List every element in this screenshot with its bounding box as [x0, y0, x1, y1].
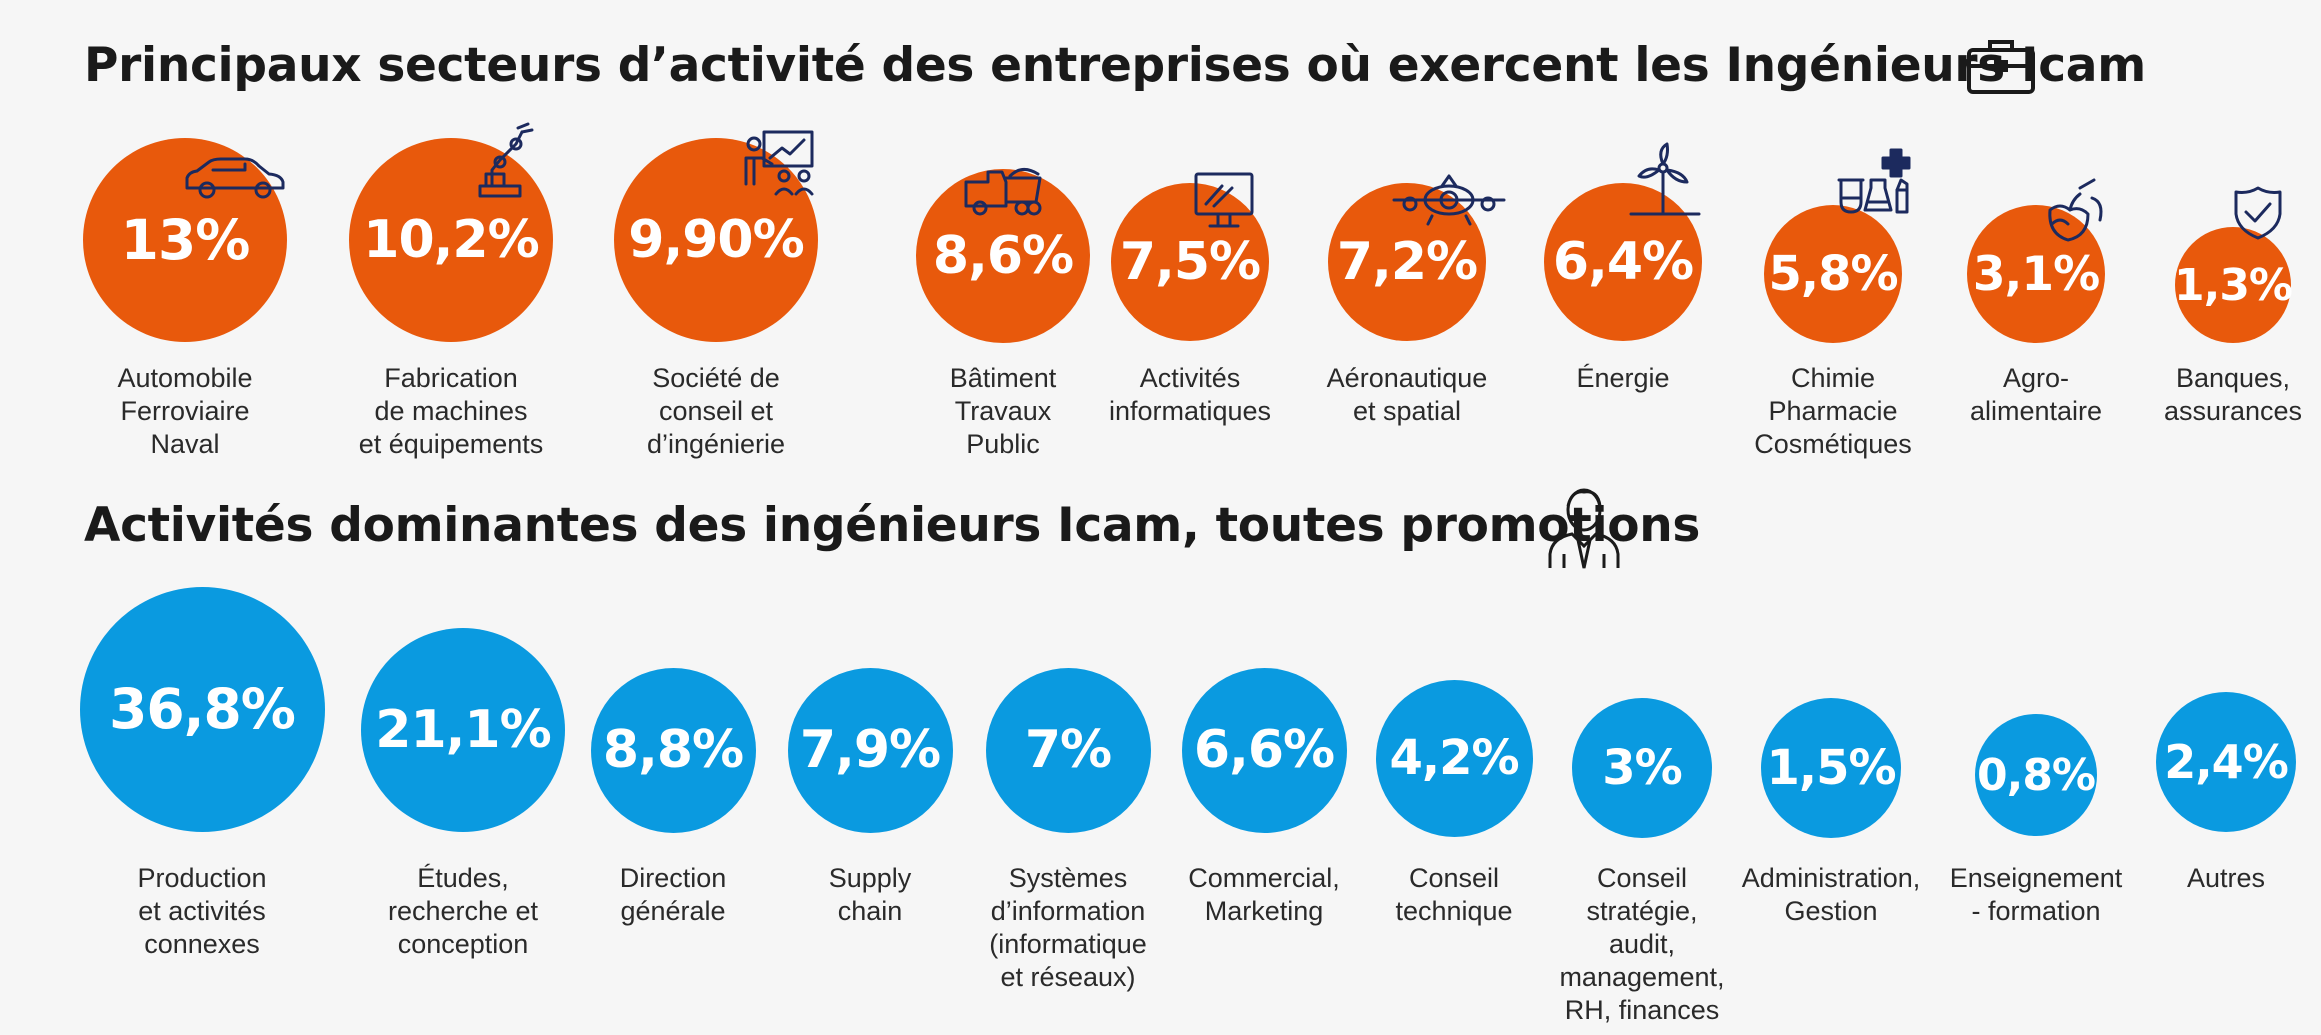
activity-value-label: 3%: [1602, 740, 1682, 796]
sector-value-label: 8,6%: [932, 226, 1074, 286]
activity-value-label: 21,1%: [375, 700, 551, 760]
sector-category-label: Banques, assurances: [2163, 363, 2303, 426]
sector-value-label: 1,3%: [2173, 259, 2293, 311]
activity-category-label: Enseignement - formation: [1949, 863, 2123, 926]
activity-bubble: 2,4%: [2156, 692, 2296, 832]
activity-bubble: 0,8%: [1975, 714, 2097, 836]
person-icon: [1548, 488, 1620, 569]
activity-bubble: 6,6%: [1181, 667, 1347, 833]
activity-value-label: 7%: [1024, 720, 1112, 780]
presentation-icon: [744, 130, 814, 196]
activity-bubble: 8,8%: [590, 667, 756, 833]
sector-category-label: Bâtiment Travaux Public: [949, 363, 1057, 459]
shield-check-icon: [2234, 186, 2282, 240]
sector-category-label: Chimie Pharmacie Cosmétiques: [1754, 363, 1912, 459]
activity-category-label: Administration, Gestion: [1741, 863, 1921, 926]
sector-category-label: Automobile Ferroviaire Naval: [117, 363, 253, 459]
sector-value-label: 7,5%: [1119, 232, 1261, 292]
sector-value-label: 9,90%: [628, 210, 804, 270]
activity-category-label: Direction générale: [619, 863, 727, 926]
activity-category-label: Supply chain: [828, 863, 912, 926]
activity-bubble: 21,1%: [361, 628, 565, 832]
dump-truck-icon: [964, 168, 1042, 216]
activity-value-label: 1,5%: [1766, 740, 1896, 796]
activity-value-label: 7,9%: [799, 720, 941, 780]
activity-bubble: 4,2%: [1375, 679, 1533, 837]
sector-value-label: 13%: [120, 208, 251, 272]
activity-value-label: 8,8%: [602, 720, 744, 780]
sector-bubble: 5,8%: [1764, 205, 1902, 343]
sector-category-label: Énergie: [1576, 363, 1670, 393]
activity-category-label: Autres: [2186, 863, 2266, 893]
activity-bubble: 3%: [1572, 698, 1712, 838]
wind-turbine-icon: [1629, 142, 1701, 216]
sector-bubble: 6,4%: [1544, 183, 1702, 341]
sector-bubble: 13%: [83, 138, 287, 342]
sectors-title: Principaux secteurs d’activité des entre…: [84, 38, 2146, 93]
sector-category-label: Aéronautique et spatial: [1326, 363, 1488, 426]
sector-bubble: 8,6%: [916, 169, 1090, 343]
activity-category-label: Commercial, Marketing: [1188, 863, 1340, 926]
sector-value-label: 3,1%: [1972, 246, 2100, 302]
activity-value-label: 36,8%: [109, 677, 296, 741]
sector-bubble: 10,2%: [349, 138, 553, 342]
car-icon: [185, 157, 285, 199]
activity-bubble: 7%: [985, 667, 1151, 833]
activity-value-label: 2,4%: [2164, 735, 2289, 789]
sector-category-label: Agro- alimentaire: [1969, 363, 2103, 426]
activity-category-label: Conseil technique: [1395, 863, 1513, 926]
activity-category-label: Conseil stratégie, audit, management, RH…: [1559, 863, 1725, 1025]
sector-value-label: 7,2%: [1336, 232, 1478, 292]
sector-category-label: Activités informatiques: [1108, 363, 1272, 426]
activity-value-label: 0,8%: [1976, 749, 2096, 801]
chemistry-icon: [1837, 148, 1911, 214]
sector-value-label: 6,4%: [1552, 232, 1694, 292]
sector-value-label: 10,2%: [363, 210, 539, 270]
airplane-icon: [1392, 174, 1506, 226]
briefcase-icon: [1967, 40, 2035, 94]
activity-category-label: Études, recherche et conception: [387, 863, 539, 959]
activity-category-label: Systèmes d’information (informatique et …: [989, 863, 1147, 992]
sector-category-label: Fabrication de machines et équipements: [358, 363, 544, 459]
activity-bubble: 7,9%: [787, 667, 953, 833]
sector-value-label: 5,8%: [1768, 246, 1898, 302]
activity-category-label: Production et activités connexes: [137, 863, 267, 959]
sector-category-label: Société de conseil et d’ingénierie: [646, 363, 786, 459]
sector-bubble: 3,1%: [1967, 205, 2105, 343]
sector-bubble: 7,5%: [1111, 183, 1269, 341]
sector-bubble: 1,3%: [2173, 227, 2293, 343]
activities-title: Activités dominantes des ingénieurs Icam…: [84, 498, 1701, 553]
activity-bubble: 36,8%: [79, 586, 325, 832]
robot-arm-icon: [478, 122, 534, 198]
activity-value-label: 6,6%: [1193, 720, 1335, 780]
food-icon: [2048, 178, 2103, 242]
computer-monitor-icon: [1194, 172, 1254, 228]
activity-value-label: 4,2%: [1389, 730, 1519, 786]
activity-bubble: 1,5%: [1761, 698, 1901, 838]
